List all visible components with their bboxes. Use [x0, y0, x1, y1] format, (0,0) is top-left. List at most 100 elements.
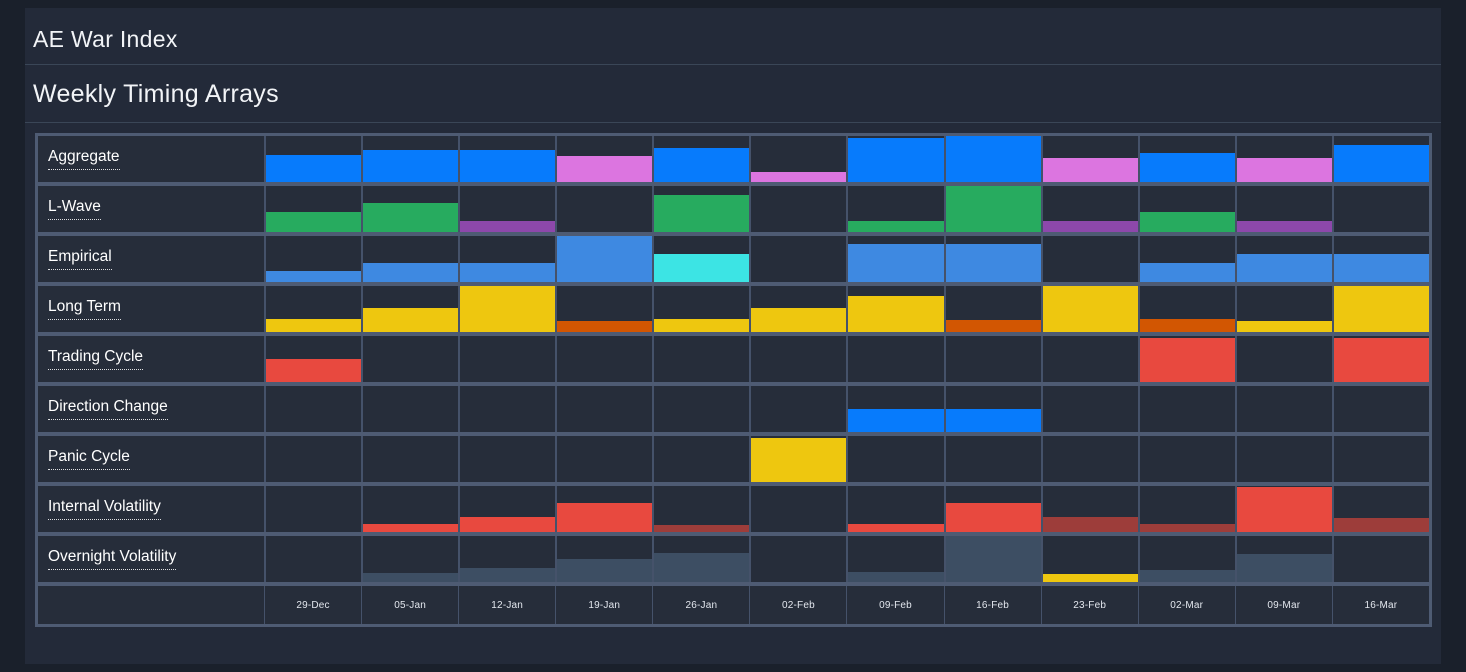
- array-bar-skyblue: [266, 271, 362, 282]
- array-cell: [1236, 236, 1332, 282]
- array-cell: [363, 486, 459, 532]
- row-label-link[interactable]: Overnight Volatility: [48, 548, 177, 570]
- array-cell: [460, 336, 556, 382]
- array-bar-blue: [266, 154, 362, 182]
- array-cell: [654, 336, 750, 382]
- row-label-link[interactable]: Long Term: [48, 298, 121, 320]
- array-bar-slate: [654, 553, 750, 582]
- row-label-cell: Panic Cycle: [38, 436, 264, 482]
- array-cell: [751, 336, 847, 382]
- array-cell: [557, 336, 653, 382]
- array-cell: [1236, 386, 1332, 432]
- array-bar-gold: [266, 319, 362, 332]
- array-bar-red: [266, 359, 362, 382]
- row-label-cell: Aggregate: [38, 136, 264, 182]
- array-bar-green: [1139, 212, 1235, 232]
- row-label-link[interactable]: Trading Cycle: [48, 348, 144, 370]
- array-bar-purple: [1236, 220, 1332, 232]
- array-cell: [1139, 286, 1235, 332]
- array-cell: [848, 186, 944, 232]
- date-label: 05-Jan: [361, 586, 458, 624]
- array-row: Aggregate: [38, 136, 1429, 182]
- array-cell: [1042, 486, 1138, 532]
- array-cell: [751, 536, 847, 582]
- array-cell: [460, 186, 556, 232]
- array-cell: [1236, 186, 1332, 232]
- array-cell: [1236, 336, 1332, 382]
- array-cell: [557, 536, 653, 582]
- array-cell: [945, 136, 1041, 182]
- array-cell: [1042, 436, 1138, 482]
- timing-array-grid: Aggregate L-Wave Empirical Long Term Trading…: [35, 133, 1432, 627]
- array-cell: [363, 536, 459, 582]
- array-bar-red: [557, 503, 653, 532]
- array-cell: [1333, 136, 1429, 182]
- row-label-cell: Overnight Volatility: [38, 536, 264, 582]
- row-label-link[interactable]: Panic Cycle: [48, 448, 130, 470]
- array-bar-maroon: [1333, 518, 1429, 532]
- array-bar-gold: [654, 319, 750, 332]
- array-cell: [1333, 336, 1429, 382]
- array-cell: [1139, 236, 1235, 282]
- array-cell: [945, 186, 1041, 232]
- array-cell: [848, 486, 944, 532]
- row-label-cell: Trading Cycle: [38, 336, 264, 382]
- array-bar-green: [945, 186, 1041, 232]
- array-cell: [751, 236, 847, 282]
- array-bar-maroon: [1042, 517, 1138, 532]
- array-cell: [751, 386, 847, 432]
- row-label-link[interactable]: L-Wave: [48, 198, 101, 220]
- array-rows: Aggregate L-Wave Empirical Long Term Trading…: [38, 136, 1429, 582]
- dashboard-panel: AE War Index Weekly Timing Arrays Aggreg…: [25, 8, 1441, 664]
- array-cell: [266, 486, 362, 532]
- array-cell: [1333, 186, 1429, 232]
- array-cell: [751, 286, 847, 332]
- array-cell: [460, 286, 556, 332]
- row-label-cell: Long Term: [38, 286, 264, 332]
- array-bar-blue: [848, 409, 944, 432]
- array-bar-violet: [557, 155, 653, 182]
- array-cell: [1333, 386, 1429, 432]
- array-bar-violet: [1236, 158, 1332, 182]
- array-bar-slate: [460, 567, 556, 582]
- array-bar-skyblue: [557, 236, 653, 282]
- array-cell: [363, 286, 459, 332]
- array-cell: [266, 186, 362, 232]
- array-cell: [654, 186, 750, 232]
- array-cell: [266, 236, 362, 282]
- array-bar-violet: [1042, 158, 1138, 182]
- date-label: 23-Feb: [1040, 586, 1138, 624]
- array-bar-gold: [751, 437, 847, 482]
- array-bar-orange: [1139, 319, 1235, 332]
- row-label-link[interactable]: Aggregate: [48, 148, 120, 170]
- array-bar-gold: [1042, 574, 1138, 582]
- array-bar-green: [266, 212, 362, 232]
- array-cell: [945, 436, 1041, 482]
- array-cell: [557, 236, 653, 282]
- array-bar-skyblue: [363, 263, 459, 282]
- array-cell: [945, 486, 1041, 532]
- array-bar-red: [460, 517, 556, 532]
- array-bar-blue: [654, 147, 750, 182]
- title-divider: [25, 64, 1441, 65]
- date-label: 16-Mar: [1331, 586, 1429, 624]
- array-bar-gold: [1042, 286, 1138, 332]
- array-cell: [654, 486, 750, 532]
- array-cell: [363, 236, 459, 282]
- array-cell: [266, 536, 362, 582]
- row-label-link[interactable]: Internal Volatility: [48, 498, 161, 520]
- array-cell: [1236, 286, 1332, 332]
- row-label-link[interactable]: Empirical: [48, 248, 112, 270]
- array-bar-blue: [1139, 152, 1235, 182]
- array-cell: [557, 486, 653, 532]
- array-bar-blue: [848, 138, 944, 182]
- array-bar-maroon: [1139, 524, 1235, 532]
- array-bar-gold: [848, 296, 944, 332]
- array-row: Panic Cycle: [38, 436, 1429, 482]
- row-label-link[interactable]: Direction Change: [48, 398, 168, 420]
- array-row: L-Wave: [38, 186, 1429, 232]
- array-bar-gold: [1333, 286, 1429, 332]
- array-bar-gold: [1236, 320, 1332, 332]
- array-bar-gold: [363, 308, 459, 332]
- array-bar-slate: [363, 573, 459, 582]
